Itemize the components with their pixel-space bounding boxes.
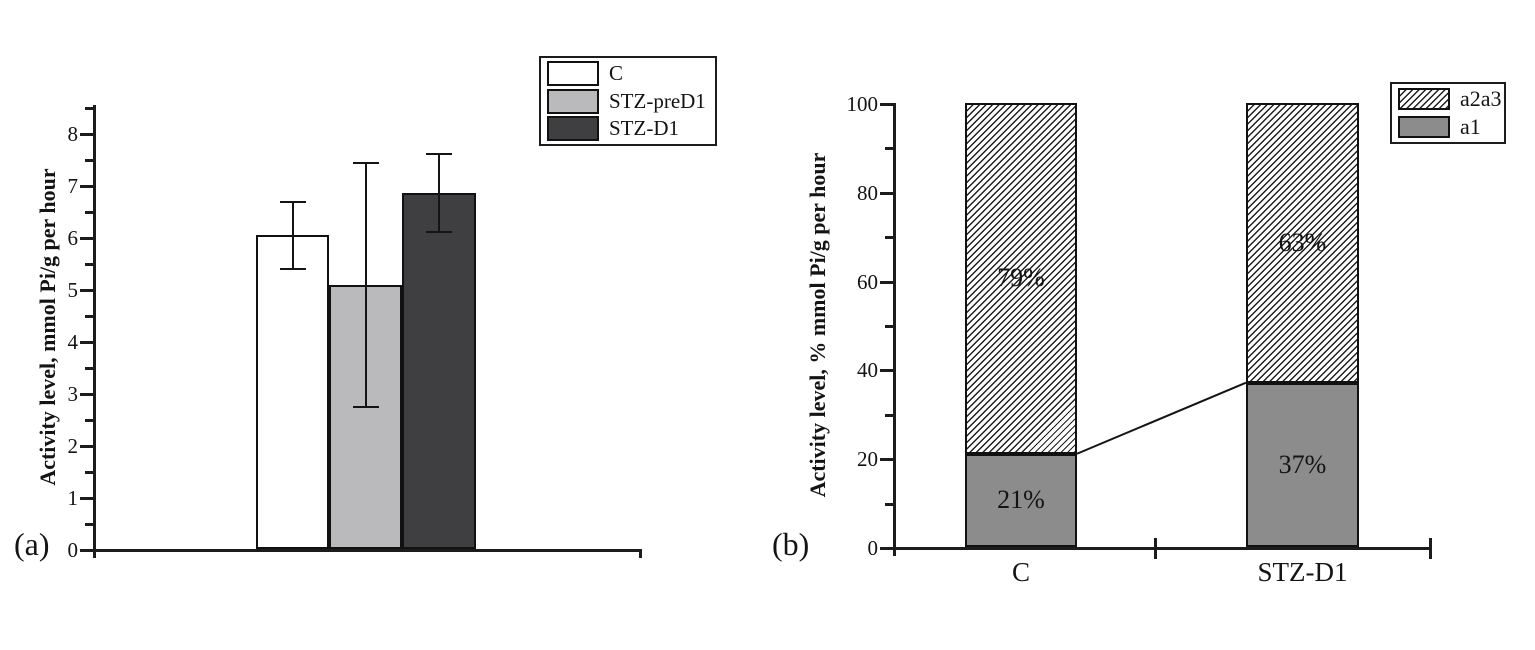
y-minor-tick-a	[85, 315, 93, 318]
error-bar-cap-top	[426, 152, 452, 155]
bar-stz-d1	[402, 192, 476, 549]
error-bar-cap-top	[279, 200, 306, 203]
pct-label-a2a3: 63%	[1278, 227, 1327, 257]
legend-row-a2a3: a2a3	[1398, 86, 1504, 112]
error-bar-line	[438, 153, 440, 232]
legend-row-a1: a1	[1398, 114, 1504, 140]
pct-label-a2a3: 79%	[997, 263, 1045, 293]
y-major-tick-b	[880, 547, 893, 550]
y-major-tick-a	[80, 445, 93, 448]
bar-segment-a2a3-stz-d1	[1246, 103, 1359, 383]
y-minor-tick-a	[85, 419, 93, 422]
y-major-tick-a	[80, 497, 93, 500]
y-tick-label-a: 1	[67, 486, 79, 510]
error-bar-line	[291, 201, 294, 270]
y-major-tick-a	[80, 185, 93, 188]
y-tick-label-a: 4	[67, 330, 79, 354]
bar-c	[256, 235, 329, 549]
y-minor-tick-a	[85, 107, 93, 110]
y-axis-b	[893, 103, 896, 556]
legend-row-stz-pred1: STZ-preD1	[547, 88, 715, 114]
legend-label-stz-pred1: STZ-preD1	[609, 88, 706, 113]
x-axis-a	[93, 549, 642, 552]
x-category-label-c: C	[1011, 557, 1030, 587]
y-tick-label-b: 80	[857, 180, 878, 205]
legend-row-stz-d1: STZ-D1	[547, 116, 715, 142]
y-tick-label-b: 60	[857, 269, 878, 294]
y-minor-tick-a	[85, 367, 93, 370]
y-major-tick-b	[880, 369, 893, 373]
legend-label-a1: a1	[1460, 114, 1481, 139]
y-minor-tick-b	[885, 413, 893, 417]
y-major-tick-a	[80, 237, 93, 240]
error-bar-cap-bottom	[426, 230, 452, 233]
y-minor-tick-b	[885, 502, 893, 506]
y-minor-tick-a	[85, 471, 93, 474]
y-tick-label-b: 100	[846, 92, 879, 116]
bar-segment-a1-stz-d1	[1246, 382, 1359, 547]
y-tick-label-a: 5	[67, 278, 79, 302]
y-tick-label-b: 20	[857, 447, 878, 472]
legend-swatch-a2a3	[1398, 88, 1450, 110]
y-axis-title-b: Activity level, % mmol Pi/g per hour	[805, 152, 830, 498]
y-tick-label-a: 0	[67, 538, 79, 562]
y-major-tick-a	[80, 289, 93, 292]
error-bar-cap-bottom	[279, 268, 306, 271]
y-major-tick-a	[80, 549, 93, 552]
pct-label-a1: 21%	[997, 485, 1045, 515]
bar-segment-a1-c	[965, 453, 1077, 547]
legend-b: a2a3 a1	[1390, 82, 1506, 144]
y-major-tick-b	[880, 191, 893, 195]
y-major-tick-a	[80, 393, 93, 396]
pct-label-a1: 37%	[1278, 449, 1327, 479]
y-major-tick-a	[80, 133, 93, 136]
bar-segment-a2a3-c	[965, 103, 1077, 454]
y-minor-tick-a	[85, 523, 93, 526]
panel-tag-a: (a)	[14, 526, 50, 562]
legend-row-c: C	[547, 60, 715, 86]
legend-swatch-stz-d1	[547, 116, 599, 142]
error-bar-cap-top	[352, 161, 379, 164]
y-major-tick-b	[880, 280, 893, 284]
y-major-tick-b	[880, 103, 893, 106]
y-minor-tick-b	[885, 147, 893, 151]
y-minor-tick-a	[85, 159, 93, 162]
y-tick-label-a: 7	[67, 174, 79, 198]
y-major-tick-a	[80, 341, 93, 344]
legend-swatch-c	[547, 60, 599, 86]
y-minor-tick-a	[85, 263, 93, 266]
x-category-label-stz-d1: STZ-D1	[1257, 557, 1348, 587]
y-tick-label-b: 40	[857, 358, 878, 383]
x-axis-b	[893, 547, 1432, 550]
x-tick-b	[1154, 538, 1157, 559]
y-tick-label-a: 8	[67, 122, 79, 146]
legend-swatch-a1	[1398, 116, 1450, 138]
panel-tag-b: (b)	[772, 526, 810, 562]
legend-a: C STZ-preD1 STZ-D1	[539, 56, 717, 146]
y-tick-label-a: 2	[67, 434, 79, 458]
error-bar-cap-bottom	[352, 406, 379, 409]
y-axis-a	[93, 105, 96, 558]
legend-label-a2a3: a2a3	[1460, 86, 1502, 111]
legend-swatch-stz-pred1	[547, 88, 599, 114]
y-minor-tick-a	[85, 211, 93, 214]
y-tick-label-a: 3	[67, 382, 79, 406]
y-minor-tick-b	[885, 325, 893, 328]
x-tick-b	[1429, 538, 1432, 559]
y-tick-label-a: 6	[67, 226, 79, 250]
error-bar-line	[364, 162, 367, 408]
y-major-tick-b	[880, 458, 893, 462]
legend-label-stz-d1: STZ-D1	[609, 116, 679, 141]
legend-label-c: C	[609, 60, 624, 85]
y-tick-label-b: 0	[867, 536, 879, 560]
y-minor-tick-b	[885, 236, 893, 240]
x-end-tick-a	[639, 549, 642, 558]
